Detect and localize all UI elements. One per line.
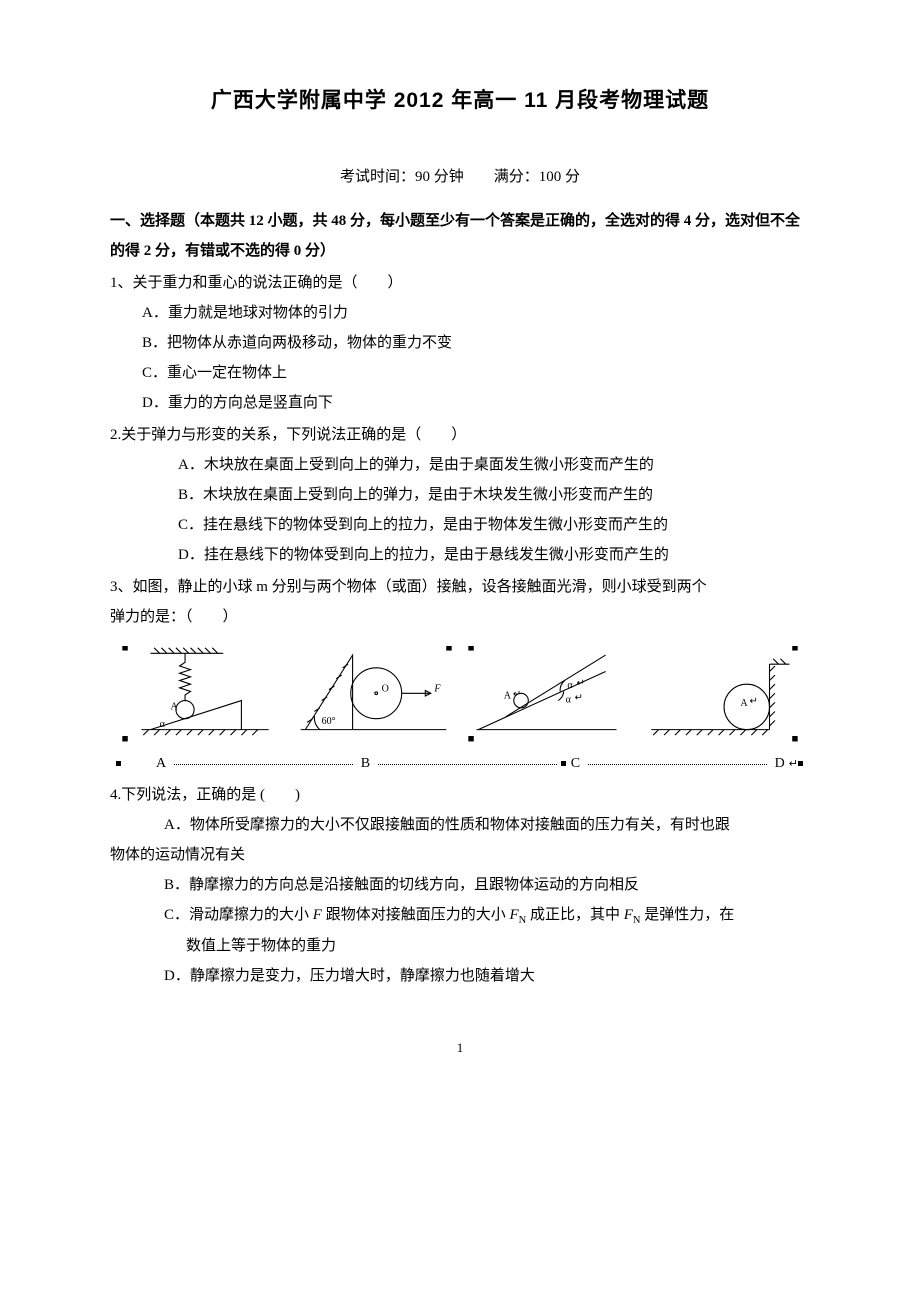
q3-label-c: C [567,750,584,778]
q4-option-a-line2: 物体的运动情况有关 [110,840,810,870]
exam-title: 广西大学附属中学 2012 年高一 11 月段考物理试题 [110,80,810,122]
q2-option-d: D．挂在悬线下的物体受到向上的拉力，是由于悬线发生微小形变而产生的 [178,540,810,570]
figB-label-F: F [433,683,441,694]
exam-info: 考试时间：90 分钟 满分：100 分 [110,162,810,192]
q3-label-d: D [771,750,789,778]
q3-label-b: B [357,750,374,778]
question-4: 4.下列说法，正确的是 ( ) A．物体所受摩擦力的大小不仅跟接触面的性质和物体… [110,780,810,991]
figB-label-O: O [382,683,389,694]
q4-option-b: B．静摩擦力的方向总是沿接触面的切线方向，且跟物体运动的方向相反 [110,870,810,900]
svg-text:↵: ↵ [575,693,583,704]
question-1: 1、关于重力和重心的说法正确的是（ ） A．重力就是地球对物体的引力 B．把物体… [110,268,810,418]
q3-figure-a: A α [116,646,285,746]
question-2: 2.关于弹力与形变的关系，下列说法正确的是（ ） A．木块放在桌面上受到向上的弹… [110,420,810,570]
svg-text:↵: ↵ [577,678,585,689]
q1-option-a: A．重力就是地球对物体的引力 [142,298,810,328]
page-number: 1 [110,1035,810,1061]
question-3: 3、如图，静止的小球 m 分别与两个物体（或面）接触，设各接触面光滑，则小球受到… [110,572,810,778]
q3-figure-d: A ↵ [635,646,804,746]
q1-option-b: B．把物体从赤道向两极移动，物体的重力不变 [142,328,810,358]
q3-figure-c: A ↵ α ↵ α ↵ [462,646,631,746]
q3-label-row: A B C D ↵ [110,750,810,778]
q1-option-d: D．重力的方向总是竖直向下 [142,388,810,418]
q3-label-a: A [152,750,170,778]
figA-alpha: α [160,719,166,730]
q4-option-c-line1: C．滑动摩擦力的大小 F 跟物体对接触面压力的大小 FN 成正比，其中 FN 是… [110,900,810,931]
q2-option-b: B．木块放在桌面上受到向上的弹力，是由于木块发生微小形变而产生的 [178,480,810,510]
q3-stem-line1: 3、如图，静止的小球 m 分别与两个物体（或面）接触，设各接触面光滑，则小球受到… [110,572,810,602]
svg-text:↵: ↵ [513,689,521,700]
q4-option-d: D．静摩擦力是变力，压力增大时，静摩擦力也随着增大 [110,961,810,991]
section-1-rest: （本题共 12 小题，共 48 分，每小题至少有一个答案是正确的，全选对的得 4… [110,213,800,259]
q4-stem: 4.下列说法，正确的是 ( ) [110,780,810,810]
q4-option-c-line2: 数值上等于物体的重力 [110,931,810,961]
return-mark: ↵ [789,753,798,775]
q2-option-a: A．木块放在桌面上受到向上的弹力，是由于桌面发生微小形变而产生的 [178,450,810,480]
figD-label-A: A [740,698,748,709]
q1-stem: 1、关于重力和重心的说法正确的是（ ） [110,268,810,298]
q3-stem-line2: 弹力的是：（ ） [110,602,810,632]
q3-figures-row: A α [110,646,810,746]
section-1-prefix: 一、选择题 [110,213,185,229]
q1-option-c: C．重心一定在物体上 [142,358,810,388]
figB-angle: 60° [322,716,336,727]
figC-alpha2: α [566,694,572,705]
q2-stem: 2.关于弹力与形变的关系，下列说法正确的是（ ） [110,420,810,450]
q4-option-a-line1: A．物体所受摩擦力的大小不仅跟接触面的性质和物体对接触面的压力有关，有时也跟 [110,810,810,840]
figC-label-A: A [504,691,512,702]
figA-label-A: A [171,702,179,713]
q2-option-c: C．挂在悬线下的物体受到向上的拉力，是由于物体发生微小形变而产生的 [178,510,810,540]
section-1-heading: 一、选择题（本题共 12 小题，共 48 分，每小题至少有一个答案是正确的，全选… [110,206,810,266]
q3-figure-b: O F 60° [289,646,458,746]
svg-text:↵: ↵ [750,696,758,707]
figC-alpha1: α [567,680,573,691]
